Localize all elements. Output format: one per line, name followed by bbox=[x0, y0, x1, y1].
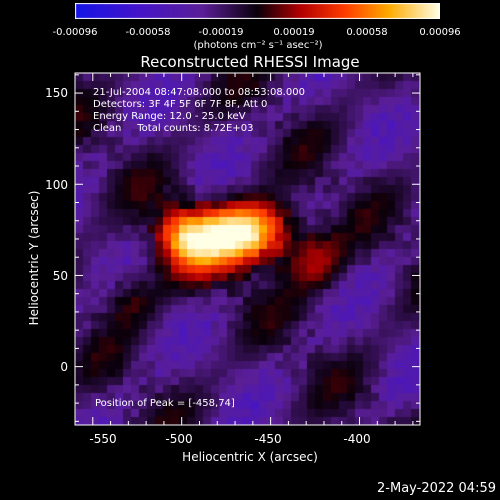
colorbar-tick: -0.00019 bbox=[198, 27, 244, 38]
x-tick-label: -450 bbox=[254, 432, 282, 446]
x-tick-label: -550 bbox=[89, 432, 117, 446]
y-tick-label: 0 bbox=[60, 360, 68, 374]
info-energy: Energy Range: 12.0 - 25.0 keV bbox=[93, 111, 246, 122]
axis-ticks bbox=[74, 73, 420, 425]
colorbar-tick: -0.00058 bbox=[125, 27, 171, 38]
colorbar-tick: 0.00096 bbox=[419, 27, 461, 38]
colorbar-gradient bbox=[75, 3, 440, 19]
y-tick-label: 50 bbox=[52, 269, 68, 283]
x-tick-label: -500 bbox=[165, 432, 193, 446]
y-axis-label: Heliocentric Y (arcsec) bbox=[27, 190, 41, 326]
plot-frame bbox=[74, 72, 421, 426]
peak-position-label: Position of Peak = [-458,74] bbox=[95, 398, 235, 409]
colorbar-tick: -0.00096 bbox=[52, 27, 98, 38]
colorbar-tick: 0.00019 bbox=[273, 27, 315, 38]
timestamp-footer: 2-May-2022 04:59 bbox=[377, 481, 496, 496]
colorbar-unit-label: (photons cm⁻² s⁻¹ asec⁻²) bbox=[193, 40, 323, 51]
info-time-range: 21-Jul-2004 08:47:08.000 to 08:53:08.000 bbox=[93, 87, 305, 98]
colorbar-tick: 0.00058 bbox=[346, 27, 388, 38]
info-clean: Clean Total counts: 8.72E+03 bbox=[93, 123, 254, 134]
y-tick-label: 100 bbox=[45, 178, 68, 192]
heatmap-image bbox=[75, 73, 420, 425]
y-tick-label: 150 bbox=[45, 86, 68, 100]
x-tick-label: -400 bbox=[343, 432, 371, 446]
chart-title: Reconstructed RHESSI Image bbox=[140, 53, 360, 71]
x-axis-label: Heliocentric X (arcsec) bbox=[182, 450, 318, 464]
info-detectors: Detectors: 3F 4F 5F 6F 7F 8F, Att 0 bbox=[93, 99, 268, 110]
colorbar bbox=[75, 3, 440, 19]
